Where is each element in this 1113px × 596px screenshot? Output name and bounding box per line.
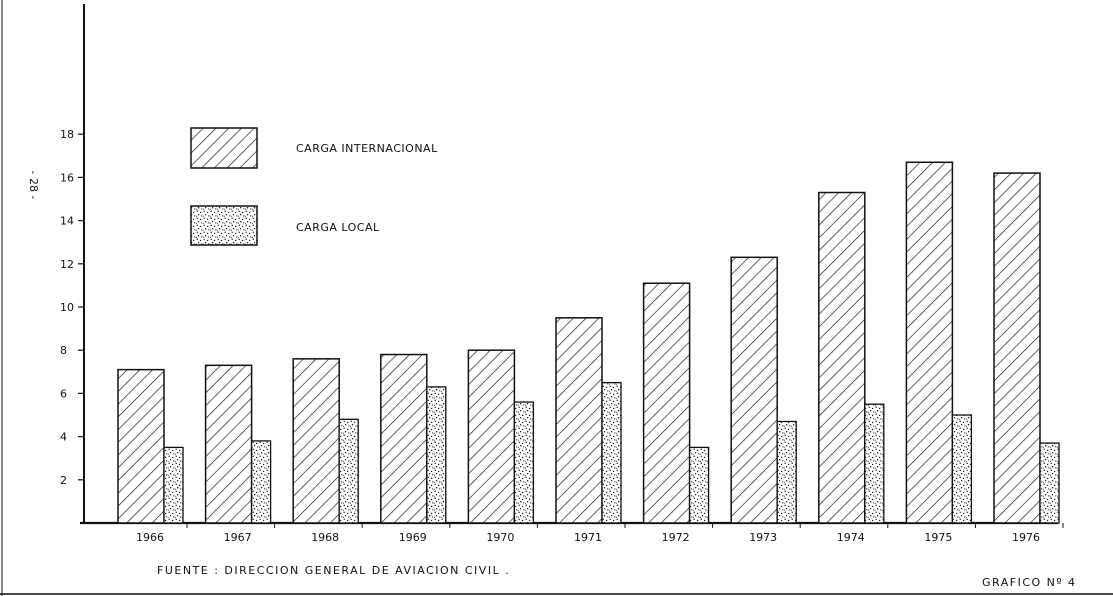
legend-label-carga-internacional: CARGA INTERNACIONAL — [296, 142, 438, 155]
x-tick-label: 1966 — [136, 531, 164, 544]
y-ticks: 2 4 6 8 10 12 14 16 18 — [60, 128, 84, 487]
bar-carga-internacional-1966 — [117, 368, 165, 524]
bar-carga-internacional-1976 — [993, 172, 1041, 524]
bar-carga-internacional-1971 — [555, 317, 603, 524]
bar-carga-internacional-1968 — [292, 358, 340, 524]
bar-carga-internacional-1967 — [204, 364, 253, 524]
y-tick-label: 16 — [60, 171, 74, 184]
x-tick-label: 1975 — [924, 531, 952, 544]
bar-carga-internacional-1970 — [467, 349, 516, 524]
y-tick-label: 8 — [60, 344, 67, 357]
bar-carga-local-1974 — [864, 403, 885, 524]
legend-label-carga-local: CARGA LOCAL — [296, 221, 380, 234]
bar-carga-internacional-1975 — [905, 161, 954, 524]
bar-carga-local-1972 — [688, 446, 710, 524]
x-tick-label: 1970 — [486, 531, 514, 544]
bar-carga-internacional-1974 — [818, 191, 866, 524]
bars — [117, 161, 1060, 524]
y-tick-label: 6 — [60, 387, 67, 400]
x-tick-labels: 1966 1967 1968 1969 1970 1971 1972 1973 1974 1975… — [136, 523, 1064, 544]
x-tick-label: 1969 — [399, 531, 427, 544]
page-number: - 28 - — [27, 171, 40, 200]
x-tick-label: 1974 — [837, 531, 865, 544]
source-note: FUENTE : DIRECCION GENERAL DE AVIACION C… — [157, 564, 510, 577]
bar-carga-local-1971 — [601, 381, 622, 524]
bar-carga-local-1967 — [250, 440, 272, 524]
legend-swatch-carga-internacional — [190, 127, 258, 169]
y-tick-label: 14 — [60, 215, 74, 228]
bar-carga-local-1970 — [513, 401, 535, 524]
x-tick-label: 1976 — [1012, 531, 1040, 544]
x-tick-label: 1971 — [574, 531, 602, 544]
bar-carga-internacional-1973 — [730, 256, 778, 524]
legend-swatch-carga-local — [190, 205, 258, 246]
y-tick-label: 2 — [60, 474, 67, 487]
bar-carga-internacional-1969 — [380, 353, 428, 524]
bar-carga-local-1975 — [951, 414, 973, 524]
x-tick-label: 1967 — [224, 531, 252, 544]
y-tick-label: 18 — [60, 128, 74, 141]
bar-carga-local-1976 — [1039, 442, 1060, 524]
bar-carga-local-1968 — [338, 418, 359, 524]
legend: CARGA INTERNACIONAL CARGA LOCAL — [190, 127, 438, 246]
y-tick-label: 10 — [60, 301, 74, 314]
bar-carga-local-1969 — [426, 386, 447, 524]
figure-label: GRAFICO Nº 4 — [982, 576, 1077, 589]
y-tick-label: 12 — [60, 258, 74, 271]
y-tick-label: 4 — [60, 431, 67, 444]
bar-carga-local-1973 — [776, 420, 797, 524]
x-tick-label: 1972 — [662, 531, 690, 544]
x-tick-label: 1973 — [749, 531, 777, 544]
bar-carga-internacional-1972 — [642, 282, 691, 524]
bar-carga-local-1966 — [163, 446, 184, 524]
x-tick-label: 1968 — [311, 531, 339, 544]
